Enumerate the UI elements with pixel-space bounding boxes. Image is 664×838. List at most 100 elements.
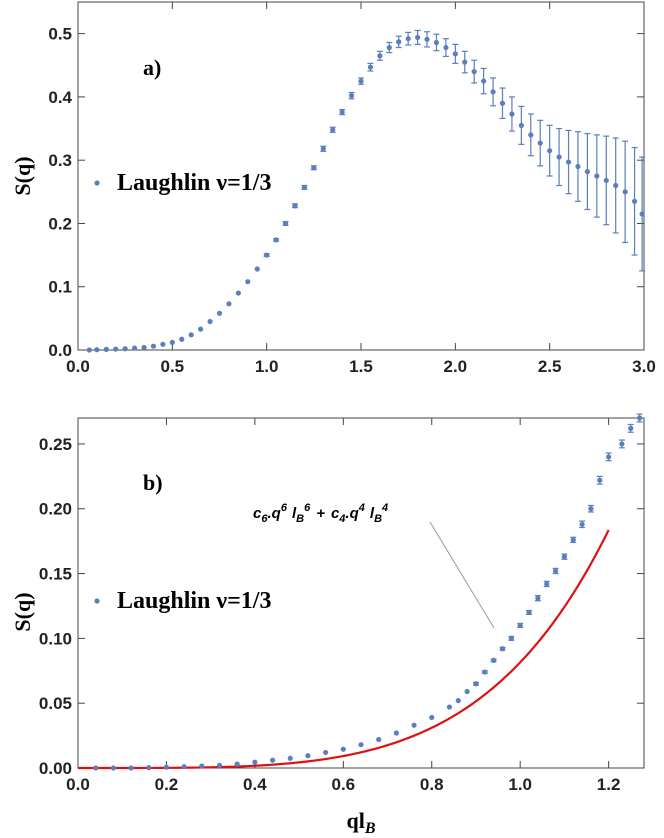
data-point [535, 595, 541, 601]
data-point [584, 168, 591, 175]
data-point [528, 132, 534, 138]
data-point [622, 189, 628, 195]
data-point [330, 127, 336, 133]
y-tick-label: 0.00 [39, 759, 72, 778]
data-point [264, 252, 270, 258]
data-point [490, 89, 496, 95]
data-point [367, 64, 374, 70]
data-point [606, 454, 612, 460]
panel-a-tag: a) [143, 55, 161, 80]
data-point [462, 59, 468, 65]
data-point [386, 44, 392, 51]
x-tick-label: 0.2 [155, 775, 179, 794]
data-point [405, 36, 411, 42]
data-point [464, 688, 470, 695]
data-point [544, 581, 550, 587]
data-point [393, 730, 399, 736]
panel-a-legend: Laughlin ν=1/3 [94, 170, 271, 196]
x-tick-label: 2.0 [444, 357, 468, 376]
data-point [93, 765, 99, 771]
panel-a-legend-label: Laughlin ν=1/3 [117, 170, 271, 196]
data-point [556, 154, 562, 160]
fit-annotation: c6.q6 lB6 + c4.q4 lB4 [253, 502, 388, 525]
data-point [103, 346, 109, 352]
data-point [199, 763, 205, 769]
data-point [396, 39, 402, 45]
data-point [628, 425, 634, 431]
panel-b-xlabel: qlB [346, 808, 375, 837]
data-point [216, 310, 223, 316]
data-point [636, 415, 643, 421]
data-point [348, 93, 355, 99]
data-point [292, 203, 298, 209]
x-tick-label: 3.0 [632, 357, 656, 376]
data-point [603, 177, 609, 184]
data-point [518, 122, 524, 128]
y-tick-label: 0.1 [48, 278, 72, 297]
y-tick-label: 0.15 [39, 565, 72, 584]
data-point [269, 757, 276, 763]
data-point [561, 554, 568, 560]
data-point [509, 111, 515, 117]
y-tick-label: 0.20 [39, 500, 72, 519]
x-tick-label: 0.5 [161, 357, 185, 376]
panel-b-frame [77, 417, 645, 769]
data-point [358, 78, 364, 84]
x-tick-label: 1.2 [597, 775, 621, 794]
panel-a-legend-marker [94, 180, 100, 186]
data-point [235, 290, 241, 296]
data-point [443, 44, 449, 51]
panel-b-legend-marker [94, 598, 100, 604]
data-point [619, 441, 625, 447]
data-point [339, 109, 345, 115]
data-point [579, 521, 585, 527]
data-point [471, 69, 477, 75]
data-point [207, 318, 213, 325]
panel-b-tag: b) [143, 470, 163, 495]
x-tick-label: 0.6 [331, 775, 355, 794]
y-tick-label: 0.05 [39, 694, 72, 713]
panel-a: 0.0 0.5 1.0 1.5 2.0 2.5 3.00.00.10.20.30.40.5 … [10, 1, 656, 376]
data-point [482, 669, 488, 675]
data-point [305, 753, 311, 759]
data-point [216, 762, 223, 769]
data-point [150, 343, 157, 349]
data-point [245, 279, 251, 285]
data-point [565, 159, 572, 165]
data-point [254, 266, 260, 272]
data-point [287, 755, 293, 761]
data-point [226, 301, 232, 307]
x-tick-label: 0.0 [66, 775, 90, 794]
x-tick-label: 1.0 [508, 775, 532, 794]
panel-b-legend-label: Laughlin ν=1/3 [117, 588, 271, 614]
data-point [122, 346, 128, 352]
data-point [234, 761, 240, 767]
data-point [169, 339, 175, 346]
data-point [340, 746, 346, 752]
data-point [455, 697, 461, 704]
data-point [311, 165, 317, 171]
data-point [481, 78, 487, 84]
data-point [429, 714, 435, 721]
data-point [547, 148, 553, 154]
data-point [473, 681, 479, 687]
data-point [301, 184, 307, 190]
data-point [132, 345, 138, 351]
y-tick-label: 0.0 [48, 341, 72, 360]
data-point [86, 347, 92, 353]
y-tick-label: 0.10 [39, 629, 72, 648]
data-point [639, 211, 645, 217]
data-point [323, 749, 329, 756]
data-point [594, 173, 600, 179]
data-point [377, 53, 383, 59]
y-tick-label: 0.2 [48, 214, 72, 233]
data-point [631, 198, 638, 204]
panel-b-ticks: 0.0 0.2 0.4 0.6 0.8 1.0 1.2 0.00 0.05 0.10 0.15 0.2… [39, 418, 644, 794]
data-point [517, 622, 523, 629]
data-point [499, 646, 506, 652]
annotation-leader-line [429, 521, 495, 629]
panel-a-ylabel: S(q) [10, 156, 35, 195]
data-point [146, 765, 152, 771]
x-tick-label: 1.5 [349, 357, 373, 376]
